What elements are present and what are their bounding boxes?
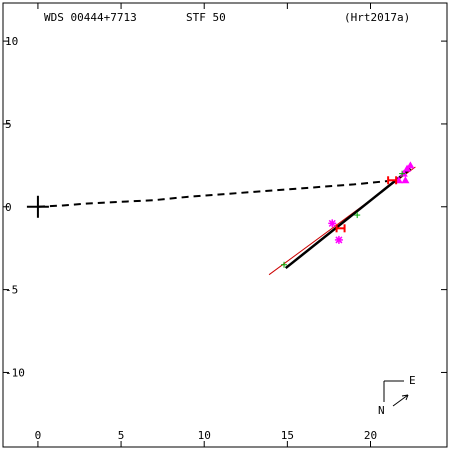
primary-star bbox=[26, 195, 49, 218]
point-h bbox=[335, 224, 346, 233]
y-tick-label: 10 bbox=[5, 35, 18, 48]
orbit-dashed-line bbox=[37, 180, 388, 208]
wds-label: WDS 00444+7713 bbox=[44, 11, 137, 24]
point-star bbox=[334, 235, 343, 244]
direction-arrow-icon bbox=[392, 394, 409, 407]
point-triangle bbox=[406, 161, 415, 169]
x-tick-label: 5 bbox=[118, 429, 125, 442]
point-plus bbox=[281, 261, 288, 268]
fit-lines bbox=[268, 166, 416, 276]
x-tick-label: 20 bbox=[364, 429, 377, 442]
x-tick-label: 10 bbox=[198, 429, 211, 442]
tick-labels: 0 5 10 15 20 10 5 0 -5 -10 bbox=[5, 35, 377, 442]
point-plus bbox=[399, 170, 406, 177]
axis-ticks bbox=[3, 3, 447, 447]
x-tick-label: 15 bbox=[281, 429, 294, 442]
orbit-path bbox=[37, 180, 388, 208]
x-tick-label: 0 bbox=[35, 429, 42, 442]
star-name-label: STF 50 bbox=[186, 11, 226, 24]
compass-east-label: E bbox=[409, 374, 416, 387]
y-tick-label: 5 bbox=[5, 118, 12, 131]
compass: E N bbox=[378, 374, 416, 417]
compass-north-label: N bbox=[378, 404, 385, 417]
point-star bbox=[328, 219, 337, 228]
point-triangle bbox=[401, 176, 410, 184]
point-plus bbox=[354, 212, 361, 219]
y-tick-label: -5 bbox=[5, 284, 18, 297]
y-tick-label: -10 bbox=[5, 366, 25, 379]
reference-label: (Hrt2017a) bbox=[344, 11, 410, 24]
motion-segment bbox=[284, 167, 412, 270]
y-tick-label: 0 bbox=[5, 201, 12, 214]
data-points bbox=[281, 161, 415, 268]
point-h bbox=[387, 176, 398, 185]
